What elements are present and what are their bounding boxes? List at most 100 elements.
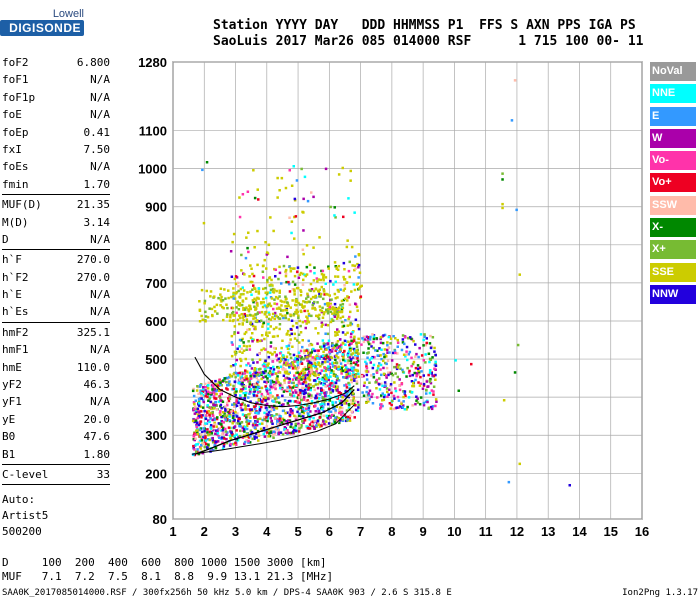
param-name: foF1 [2,73,29,87]
echo-point [219,399,222,402]
echo-point [365,386,369,389]
echo-point [383,355,386,359]
echo-point [279,357,282,360]
echo-point [397,406,400,409]
echo-point [218,436,221,439]
echo-point [285,305,289,308]
echo-point [283,300,286,304]
echo-point [348,303,352,306]
echo-point [327,267,330,270]
echo-point [199,447,203,450]
echo-point [330,371,333,374]
echo-point [247,231,250,234]
echo-point [289,364,293,368]
echo-point [292,431,295,435]
echo-point [234,405,237,408]
echo-point [249,400,252,403]
echo-point [317,355,320,358]
echo-point [353,416,356,419]
echo-point [200,288,204,292]
echo-point [325,354,328,357]
echo-point [243,430,246,433]
echo-point [389,337,393,340]
echo-point [297,333,301,336]
echo-point [209,424,213,427]
echo-point [382,352,385,356]
echo-point [242,308,245,311]
echo-point [202,388,205,391]
echo-point [346,399,349,402]
echo-point [283,418,286,422]
echo-point [289,431,292,435]
echo-point [256,388,259,391]
echo-point [276,196,279,199]
echo-point [233,380,237,384]
echo-point [285,376,289,380]
echo-point [396,395,400,399]
echo-point [303,392,306,395]
echo-point [282,390,286,393]
echo-point [263,362,266,365]
echo-point [205,422,209,425]
echo-point [277,419,281,422]
echo-point [324,282,327,285]
echo-point [292,430,295,433]
echo-point [284,368,287,371]
echo-point [305,387,308,391]
echo-point [296,399,300,402]
echo-point [396,341,400,344]
echo-point [343,384,346,387]
echo-point [224,409,227,412]
echo-point [333,302,337,306]
echo-point [303,366,307,369]
echo-point [248,412,251,416]
echo-point [349,335,353,339]
echo-point [434,373,437,377]
echo-point [228,410,232,414]
echo-point [256,188,259,191]
x-tick-label: 6 [326,524,333,539]
echo-point [384,374,388,377]
echo-point [357,253,361,256]
echo-point [387,371,390,374]
echo-point [315,369,318,373]
echo-point [322,313,326,316]
echo-point [293,197,297,201]
echo-point [412,382,415,385]
echo-point [345,245,349,249]
echo-point [240,421,244,424]
echo-point [344,389,348,393]
echo-point [353,368,357,372]
echo-point [240,374,243,378]
echo-point [317,332,320,335]
echo-point [302,372,305,376]
echo-point [341,365,344,368]
echo-point [357,263,361,267]
echo-point [431,336,435,339]
echo-point [264,419,268,422]
echo-point [277,422,280,426]
echo-point [296,266,300,269]
echo-point [457,389,460,392]
echo-point [191,419,195,423]
echo-point [286,301,289,304]
echo-point [194,399,197,402]
echo-point [352,337,356,340]
echo-point [392,407,395,411]
echo-point [353,402,356,406]
echo-point [197,452,201,456]
echo-point [237,401,240,404]
echo-point [320,269,323,273]
param-row: foF1 N/A [2,71,110,88]
echo-point [401,406,405,409]
echo-point [404,396,407,399]
echo-point [309,282,313,286]
echo-point [235,358,238,362]
echo-point [193,420,196,424]
echo-point [306,355,309,359]
echo-point [264,375,267,378]
echo-point [325,308,328,311]
echo-point [403,390,407,393]
echo-point [303,351,306,355]
echo-point [203,302,206,305]
